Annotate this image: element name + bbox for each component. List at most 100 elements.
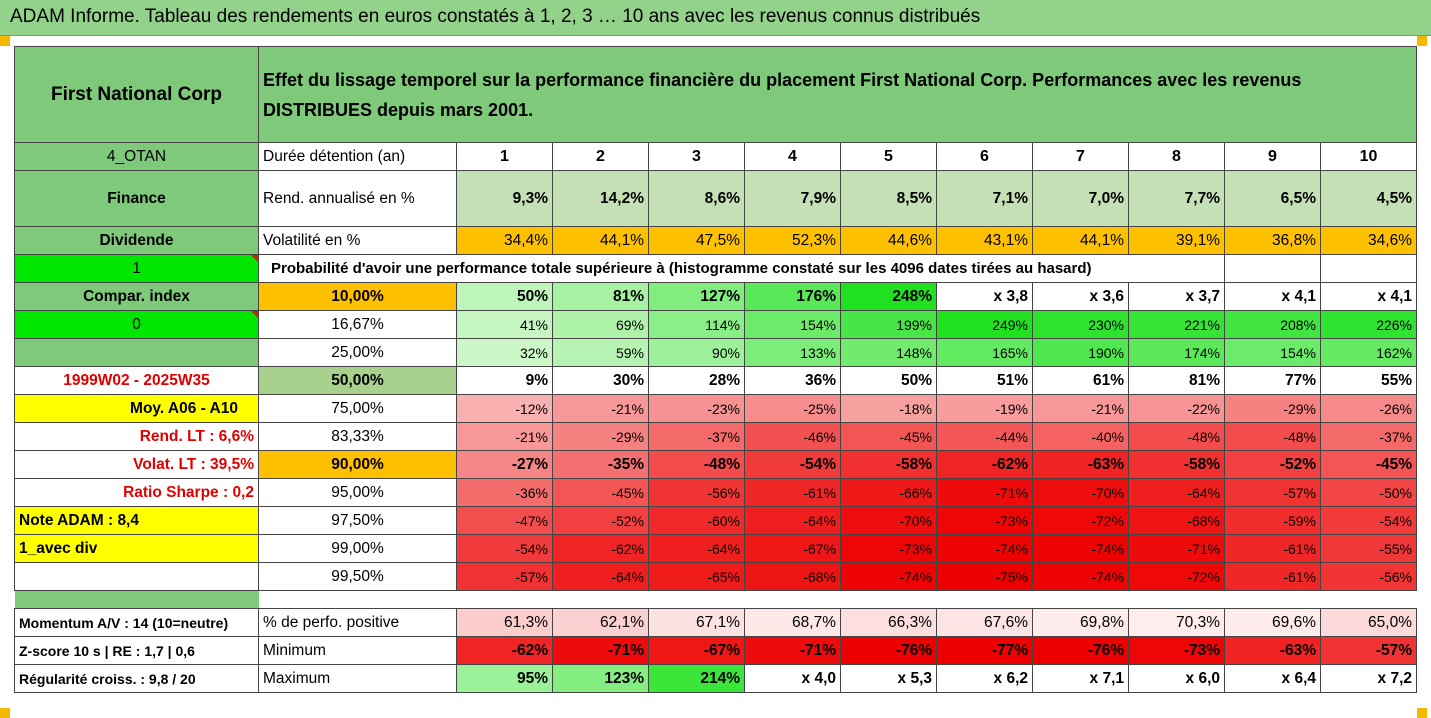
quantile-cell: 114% — [648, 310, 745, 339]
quantile-cell: -71% — [936, 478, 1033, 507]
maximum-label: Maximum — [258, 664, 457, 693]
quantile-cell: -64% — [1128, 478, 1225, 507]
positive-perf-cell: 69,8% — [1032, 608, 1129, 637]
minimum-cell: -71% — [552, 636, 649, 665]
volatility-label: Volatilité en % — [258, 226, 457, 255]
quantile-cell: -65% — [648, 562, 745, 591]
regularity-label: Régularité croiss. : 9,8 / 20 — [14, 664, 259, 693]
quantile-cell: -48% — [1128, 422, 1225, 451]
maximum-cell: x 6,2 — [936, 664, 1033, 693]
year-header: 7 — [1032, 142, 1129, 171]
note-adam-label: Note ADAM : 8,4 — [14, 506, 259, 535]
probability-row: 1 Probabilité d'avoir une performance tot… — [14, 254, 1417, 283]
quantile-cell: -58% — [1128, 450, 1225, 479]
quantile-cell: -56% — [1320, 562, 1417, 591]
minimum-label: Minimum — [258, 636, 457, 665]
quantile-cell: -19% — [936, 394, 1033, 423]
quantile-row: Moy. A06 - A10 75,00% -12% -21% -23% -25% -18%… — [14, 394, 1417, 423]
quantile-cell: 133% — [744, 338, 841, 367]
ticker-code: 4_OTAN — [14, 142, 259, 171]
quantile-cell: 77% — [1224, 366, 1321, 395]
quantile-label: 90,00% — [258, 450, 457, 479]
annual-return-cell: 8,6% — [648, 170, 745, 227]
quantile-cell: -62% — [552, 534, 649, 563]
avec-div-label: 1_avec div — [14, 534, 259, 563]
heading-text: Effet du lissage temporel sur la perform… — [258, 46, 1417, 143]
maximum-cell: x 4,0 — [744, 664, 841, 693]
quantile-cell: -61% — [1224, 534, 1321, 563]
annual-return-cell: 14,2% — [552, 170, 649, 227]
quantile-cell: 36% — [744, 366, 841, 395]
quantile-cell: 59% — [552, 338, 649, 367]
minimum-row: Z-score 10 s | RE : 1,7 | 0,6 Minimum -62%… — [14, 636, 1417, 665]
quantile-cell: 127% — [648, 282, 745, 311]
quantile-cell: -52% — [1224, 450, 1321, 479]
quantile-cell: -61% — [1224, 562, 1321, 591]
spacer-cell — [259, 591, 1417, 609]
volatility-cell: 52,3% — [744, 226, 841, 255]
year-header: 3 — [648, 142, 745, 171]
quantile-cell: -45% — [552, 478, 649, 507]
quantile-cell: -46% — [744, 422, 841, 451]
maximum-cell: x 7,2 — [1320, 664, 1417, 693]
quantile-cell: -54% — [456, 534, 553, 563]
minimum-cell: -67% — [648, 636, 745, 665]
quantile-cell: 69% — [552, 310, 649, 339]
volatility-cell: 39,1% — [1128, 226, 1225, 255]
quantile-cell: 9% — [456, 366, 553, 395]
quantile-cell: -66% — [840, 478, 937, 507]
maximum-row: Régularité croiss. : 9,8 / 20 Maximum 95% 1… — [14, 664, 1417, 693]
annual-return-label: Rend. annualisé en % — [258, 170, 457, 227]
quantile-label: 50,00% — [258, 366, 457, 395]
quantile-cell: -12% — [456, 394, 553, 423]
year-header: 1 — [456, 142, 553, 171]
zscore-label: Z-score 10 s | RE : 1,7 | 0,6 — [14, 636, 259, 665]
positive-perf-cell: 65,0% — [1320, 608, 1417, 637]
quantile-cell: -29% — [552, 422, 649, 451]
empty-label-cell — [14, 562, 259, 591]
quantile-cell: -71% — [1128, 534, 1225, 563]
quantile-cell: -44% — [936, 422, 1033, 451]
quantile-cell: -35% — [552, 450, 649, 479]
volatility-cell: 34,6% — [1320, 226, 1417, 255]
annual-return-cell: 7,7% — [1128, 170, 1225, 227]
positive-perf-cell: 69,6% — [1224, 608, 1321, 637]
quantile-label: 25,00% — [258, 338, 457, 367]
quantile-cell: -55% — [1320, 534, 1417, 563]
quantile-cell: -27% — [456, 450, 553, 479]
sector-label: Finance — [14, 170, 259, 227]
company-name: First National Corp — [14, 46, 259, 143]
quantile-cell: -68% — [1128, 506, 1225, 535]
quantile-cell: -57% — [456, 562, 553, 591]
quantile-cell: 174% — [1128, 338, 1225, 367]
quantile-label: 99,50% — [258, 562, 457, 591]
quantile-cell: -26% — [1320, 394, 1417, 423]
empty-cell — [1224, 254, 1321, 283]
year-header: 10 — [1320, 142, 1417, 171]
quantile-cell: -72% — [1128, 562, 1225, 591]
maximum-cell: x 5,3 — [840, 664, 937, 693]
volatility-cell: 34,4% — [456, 226, 553, 255]
quantile-cell: -23% — [648, 394, 745, 423]
quantile-cell: -75% — [936, 562, 1033, 591]
quantile-cell: 50% — [840, 366, 937, 395]
quantile-cell: -56% — [648, 478, 745, 507]
quantile-cell: 208% — [1224, 310, 1321, 339]
report-title: ADAM Informe. Tableau des rendements en … — [10, 6, 981, 27]
quantile-cell: x 3,7 — [1128, 282, 1225, 311]
quantile-cell: x 3,8 — [936, 282, 1033, 311]
dividend-label: Dividende — [14, 226, 259, 255]
quantile-cell: 154% — [744, 310, 841, 339]
quantile-cell: -70% — [1032, 478, 1129, 507]
positive-perf-cell: 67,1% — [648, 608, 745, 637]
volatility-row: Dividende Volatilité en % 34,4% 44,1% 47,5% 5… — [14, 226, 1417, 255]
quantile-cell: -47% — [456, 506, 553, 535]
quantile-cell: -57% — [1224, 478, 1321, 507]
annual-return-cell: 7,9% — [744, 170, 841, 227]
quantile-cell: x 4,1 — [1224, 282, 1321, 311]
minimum-cell: -57% — [1320, 636, 1417, 665]
quantile-cell: 148% — [840, 338, 937, 367]
quantile-cell: 50% — [456, 282, 553, 311]
rend-lt-label: Rend. LT : 6,6% — [14, 422, 259, 451]
positive-perf-cell: 61,3% — [456, 608, 553, 637]
